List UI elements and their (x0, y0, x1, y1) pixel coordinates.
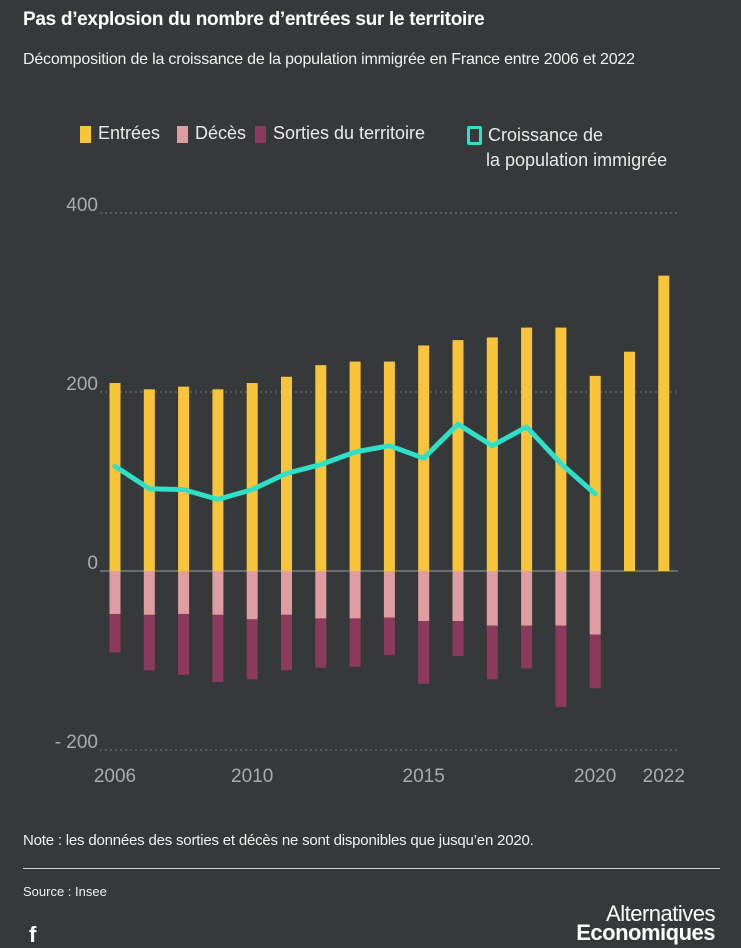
bar-sorties-2014 (384, 618, 395, 656)
bar-deces-2010 (247, 571, 258, 619)
bar-entrees-2013 (350, 362, 361, 571)
bar-sorties-2012 (315, 618, 326, 667)
x-tick-label-2022: 2022 (643, 766, 685, 787)
bar-deces-2007 (144, 571, 155, 615)
bar-entrees-2007 (144, 389, 155, 571)
bar-sorties-2018 (521, 626, 532, 669)
bar-deces-2016 (453, 571, 464, 621)
bar-entrees-2014 (384, 362, 395, 571)
bar-entrees-2018 (521, 328, 532, 571)
bar-deces-2009 (212, 571, 223, 615)
bar-sorties-2010 (247, 619, 258, 679)
bar-entrees-2022 (658, 276, 669, 571)
legend-swatch-sorties (255, 126, 266, 143)
bar-entrees-2006 (110, 383, 121, 571)
legend-croissance: Croissance de la population immigrée (467, 123, 667, 173)
legend-swatch-entrees (80, 126, 91, 143)
legend-entrees: Entrées (80, 123, 160, 144)
bar-sorties-2019 (555, 626, 566, 707)
chart-note: Note : les données des sorties et décès … (23, 832, 534, 849)
bar-sorties-2006 (110, 614, 121, 652)
bar-deces-2013 (350, 571, 361, 618)
bar-deces-2015 (418, 571, 429, 621)
bar-deces-2017 (487, 571, 498, 626)
bar-entrees-2016 (453, 340, 464, 571)
brand-logo-line2: Economiques (576, 923, 715, 942)
bar-sorties-2016 (453, 621, 464, 656)
x-tick-label-2020: 2020 (574, 766, 616, 787)
bar-deces-2012 (315, 571, 326, 618)
legend-swatch-croissance (467, 126, 482, 145)
bar-entrees-2020 (590, 376, 601, 571)
y-tick-label: 200 (66, 374, 98, 395)
bar-deces-2014 (384, 571, 395, 618)
bar-sorties-2013 (350, 618, 361, 666)
bar-entrees-2019 (555, 328, 566, 571)
bar-deces-2006 (110, 571, 121, 614)
legend-swatch-deces (177, 126, 188, 143)
bar-sorties-2020 (590, 635, 601, 689)
bar-deces-2011 (281, 571, 292, 615)
bar-sorties-2008 (178, 614, 189, 675)
legend-label-entrees: Entrées (98, 123, 160, 144)
brand-logo: Alternatives Economiques (576, 904, 715, 942)
x-tick-label-2006: 2006 (94, 766, 136, 787)
bar-entrees-2008 (178, 387, 189, 571)
y-tick-label: 0 (87, 553, 98, 574)
y-tick-label: - 200 (55, 732, 98, 753)
bar-sorties-2015 (418, 621, 429, 684)
bar-sorties-2009 (212, 615, 223, 682)
bar-sorties-2011 (281, 615, 292, 670)
legend-sorties: Sorties du territoire (255, 123, 425, 144)
x-tick-label-2015: 2015 (403, 766, 445, 787)
x-tick-label-2010: 2010 (231, 766, 273, 787)
legend-label-croissance-line2: la population immigrée (486, 148, 667, 173)
facebook-icon[interactable]: f (29, 922, 36, 948)
legend-deces: Décès (177, 123, 246, 144)
chart-plot: 400 200 0 - 200 2006 2010 2015 2020 2022 (0, 180, 741, 800)
bar-entrees-2010 (247, 383, 258, 571)
bar-sorties-2007 (144, 615, 155, 670)
bar-entrees-2009 (212, 389, 223, 571)
footer-divider (23, 868, 720, 869)
bar-deces-2008 (178, 571, 189, 614)
y-tick-label: 400 (66, 195, 98, 216)
chart-subtitle: Décomposition de la croissance de la pop… (23, 51, 635, 69)
bar-deces-2018 (521, 571, 532, 626)
chart-source: Source : Insee (23, 884, 107, 899)
bar-deces-2020 (590, 571, 601, 635)
chart-title: Pas d’explosion du nombre d’entrées sur … (23, 9, 484, 31)
bar-sorties-2017 (487, 626, 498, 680)
bar-entrees-2017 (487, 337, 498, 571)
bar-deces-2019 (555, 571, 566, 626)
legend-label-croissance-line1: Croissance de (488, 123, 667, 148)
bar-entrees-2021 (624, 352, 635, 571)
legend-label-deces: Décès (195, 123, 246, 144)
legend-label-sorties: Sorties du territoire (273, 123, 425, 144)
